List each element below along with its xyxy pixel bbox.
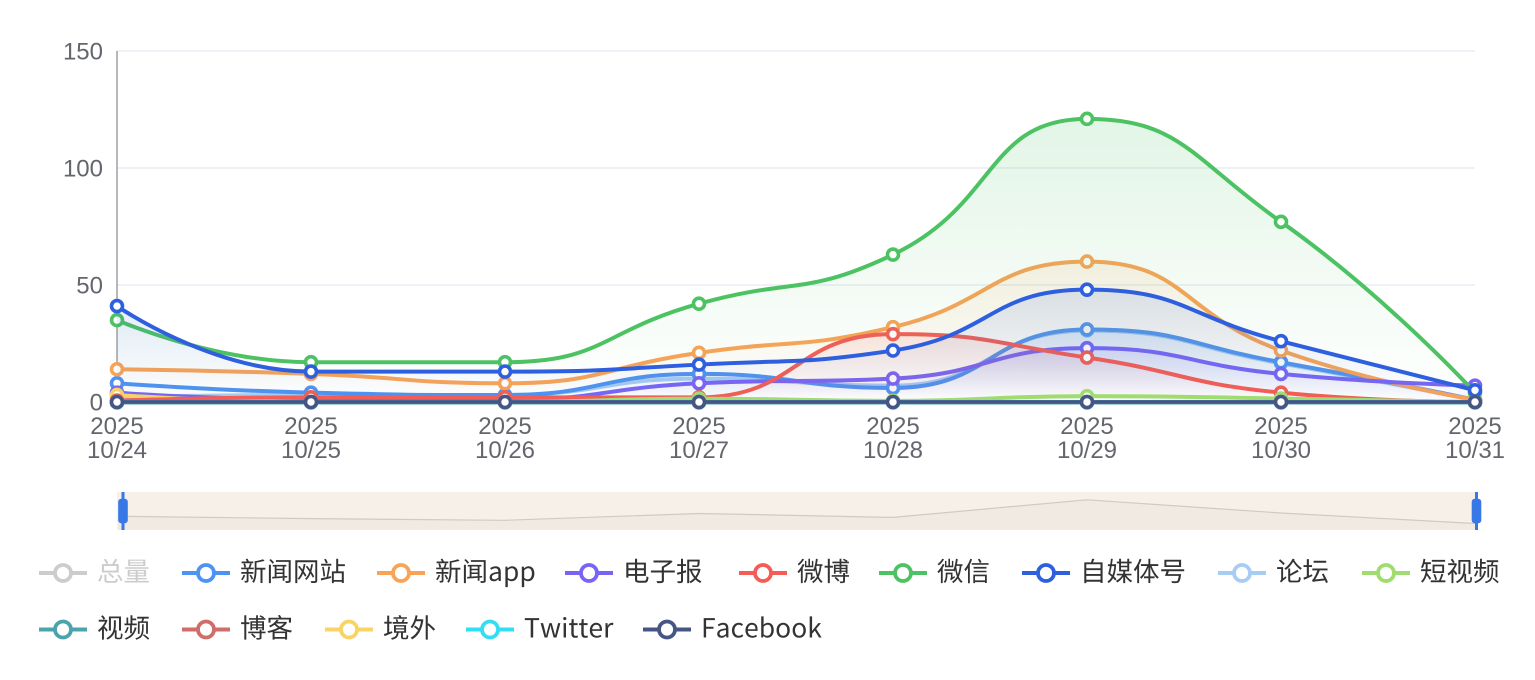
svg-text:100: 100 — [63, 156, 103, 183]
svg-text:2025: 2025 — [90, 413, 143, 440]
svg-text:10/27: 10/27 — [669, 437, 729, 464]
svg-text:150: 150 — [63, 39, 103, 66]
svg-text:10/26: 10/26 — [475, 437, 535, 464]
svg-text:2025: 2025 — [478, 413, 531, 440]
svg-text:10/29: 10/29 — [1057, 437, 1117, 464]
svg-text:2025: 2025 — [1060, 413, 1113, 440]
svg-text:2025: 2025 — [672, 413, 725, 440]
svg-text:2025: 2025 — [866, 413, 919, 440]
svg-text:2025: 2025 — [284, 413, 337, 440]
svg-text:10/25: 10/25 — [281, 437, 341, 464]
svg-text:10/30: 10/30 — [1251, 437, 1311, 464]
svg-text:10/28: 10/28 — [863, 437, 923, 464]
svg-text:2025: 2025 — [1448, 413, 1501, 440]
svg-text:0: 0 — [90, 390, 103, 417]
svg-text:2025: 2025 — [1254, 413, 1307, 440]
svg-text:50: 50 — [76, 273, 103, 300]
svg-text:10/31: 10/31 — [1445, 437, 1505, 464]
svg-text:10/24: 10/24 — [87, 437, 147, 464]
